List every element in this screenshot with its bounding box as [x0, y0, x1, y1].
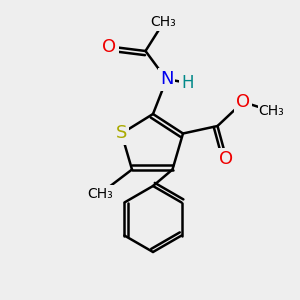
Text: CH₃: CH₃ [259, 104, 284, 118]
Text: O: O [102, 38, 117, 56]
Text: N: N [160, 70, 173, 88]
Text: CH₃: CH₃ [88, 187, 113, 200]
Text: S: S [116, 124, 127, 142]
Text: H: H [181, 74, 194, 92]
Text: O: O [219, 150, 234, 168]
Text: O: O [236, 93, 250, 111]
Text: CH₃: CH₃ [151, 16, 176, 29]
